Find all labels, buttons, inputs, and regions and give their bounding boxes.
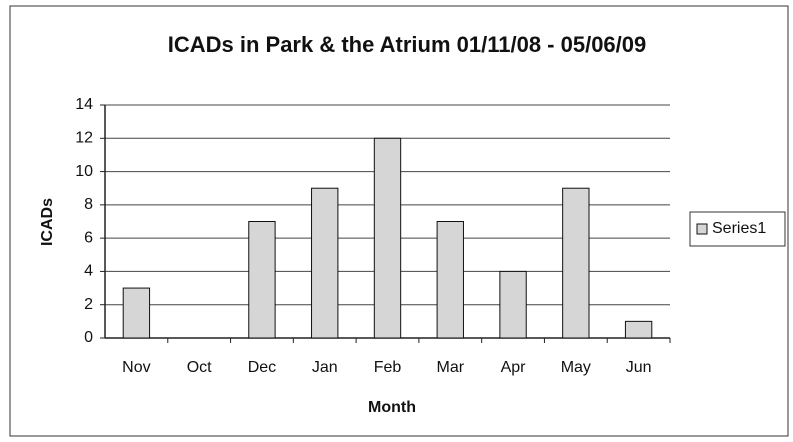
bar: [562, 187, 590, 339]
bar: [499, 270, 527, 339]
y-tick-label: 0: [84, 329, 93, 346]
bar: [122, 287, 151, 339]
x-tick-label: Mar: [436, 359, 464, 376]
y-tick-label: 14: [75, 96, 93, 113]
x-tick-label: Apr: [501, 359, 527, 376]
y-axis-title: ICADs: [39, 198, 56, 246]
x-tick-label: Feb: [374, 359, 402, 376]
x-tick-label: Nov: [122, 359, 150, 376]
chart-title: ICADs in Park & the Atrium 01/11/08 - 05…: [168, 32, 647, 57]
y-tick-label: 4: [84, 263, 93, 280]
y-tick-label: 6: [84, 229, 93, 246]
legend-swatch: [696, 223, 708, 235]
x-axis-title: Month: [368, 399, 416, 416]
bar: [311, 187, 339, 339]
x-tick-label: Jun: [626, 359, 652, 376]
bar: [436, 221, 464, 339]
bar: [373, 137, 402, 339]
x-tick-label: Jan: [312, 359, 338, 376]
bar: [624, 320, 653, 339]
y-tick-label: 12: [75, 130, 93, 147]
y-tick-label: 10: [75, 163, 93, 180]
y-tick-label: 8: [84, 196, 93, 213]
legend-label: Series1: [712, 220, 766, 237]
x-tick-label: Oct: [187, 359, 212, 376]
x-tick-label: May: [561, 359, 591, 376]
y-tick-label: 2: [84, 296, 93, 313]
x-tick-label: Dec: [248, 359, 276, 376]
bar: [248, 221, 276, 339]
